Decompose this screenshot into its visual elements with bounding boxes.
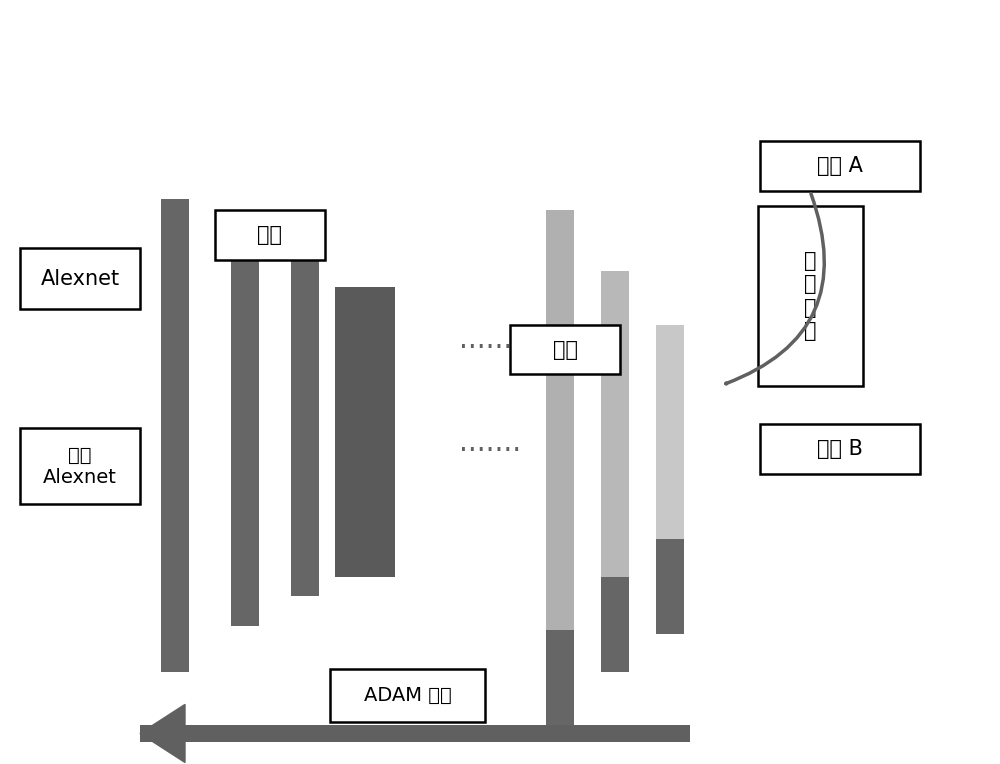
FancyArrowPatch shape <box>726 193 824 384</box>
Text: ADAM 训练: ADAM 训练 <box>364 686 451 704</box>
Text: 迁
移
学
习: 迁 移 学 习 <box>804 251 817 341</box>
Bar <box>510 325 620 374</box>
Bar <box>161 275 189 672</box>
Bar <box>330 668 485 722</box>
Bar <box>656 390 684 634</box>
Text: 微调: 微调 <box>553 339 578 360</box>
Text: Alexnet: Alexnet <box>40 269 120 289</box>
Text: 迁移
Alexnet: 迁移 Alexnet <box>43 445 117 487</box>
Text: .......: ....... <box>459 326 521 354</box>
Bar <box>656 325 684 539</box>
Bar <box>291 336 319 596</box>
Bar <box>291 237 319 497</box>
Bar <box>758 206 863 386</box>
Bar <box>161 199 189 596</box>
Bar <box>231 222 259 535</box>
Text: 冻结: 冻结 <box>258 225 283 245</box>
Bar <box>760 424 920 474</box>
Text: .......: ....... <box>459 429 521 457</box>
Bar <box>760 141 920 191</box>
Polygon shape <box>140 704 185 762</box>
Bar <box>231 313 259 626</box>
Bar <box>546 267 574 726</box>
Text: 任务 B: 任务 B <box>817 439 863 459</box>
Bar <box>20 248 140 309</box>
Bar <box>335 371 395 577</box>
Bar <box>335 286 395 493</box>
Bar <box>601 344 629 672</box>
Bar <box>601 271 629 577</box>
Bar <box>140 725 690 742</box>
Bar <box>215 210 325 260</box>
Text: 任务 A: 任务 A <box>817 156 863 176</box>
Bar <box>20 428 140 504</box>
Bar <box>546 210 574 630</box>
